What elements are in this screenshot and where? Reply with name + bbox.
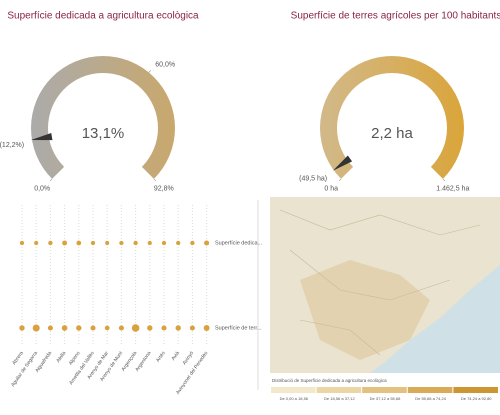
x-tick-label: Alella — [55, 350, 67, 364]
dot — [62, 240, 68, 246]
reference-marker — [31, 132, 53, 141]
dot — [204, 240, 210, 246]
dot — [161, 240, 167, 246]
series-label: Superfície dedica... — [215, 240, 263, 246]
legend-label: De 18,56 a 37,12 — [324, 396, 355, 401]
legend-swatch — [316, 387, 362, 393]
gauge-tick — [442, 178, 446, 182]
gauge-arc — [30, 55, 175, 179]
gauge-tick-label: 0 ha — [324, 186, 338, 193]
x-tick-label: Alpens — [68, 350, 82, 366]
legend-label: De 0,00 a 18,56 — [280, 396, 309, 401]
dot — [32, 324, 40, 332]
dot — [203, 325, 210, 331]
legend-label: De 37,12 a 55,68 — [370, 396, 401, 401]
gauge-tick-label: 0,0% — [34, 186, 50, 193]
legend-swatch — [362, 387, 407, 393]
legend-swatch — [453, 387, 498, 393]
gauge-arc — [320, 55, 464, 179]
dot — [189, 325, 195, 331]
dot — [19, 240, 25, 246]
dot — [176, 240, 181, 246]
legend-swatch — [271, 387, 316, 393]
dot — [175, 325, 181, 331]
x-tick-label: Abrera — [11, 350, 25, 366]
x-tick-label: Avinyó — [182, 350, 196, 366]
dot — [76, 240, 82, 246]
gauge-value: 13,1% — [82, 125, 125, 142]
map-legend-title: Distribució de Superfície dedicada a agr… — [272, 378, 387, 383]
dot — [190, 240, 195, 246]
x-tick-label: Artés — [155, 350, 167, 363]
dot — [90, 240, 96, 246]
gauge-value: 2,2 ha — [371, 125, 413, 142]
dot — [133, 240, 138, 246]
sea — [370, 265, 500, 373]
dot — [118, 325, 124, 331]
dot — [161, 325, 167, 331]
map-panel — [270, 197, 500, 373]
legend-swatch — [407, 387, 453, 393]
gauge-title: Superfície de terres agrícoles per 100 h… — [291, 11, 500, 22]
dot — [48, 240, 53, 246]
map-borders — [279, 209, 481, 356]
dot — [61, 325, 68, 331]
reference-label: (49,5 ha) — [299, 176, 327, 183]
dot — [76, 325, 82, 331]
reference-marker — [332, 155, 353, 171]
legend-label: De 74,24 a 92,80 — [461, 396, 492, 401]
series-label: Superfície de terr... — [215, 325, 262, 331]
gauge-tick — [148, 69, 152, 73]
dot — [105, 240, 110, 246]
gauge-tick — [153, 178, 157, 182]
dot — [19, 325, 25, 331]
x-tick-label: Avià — [170, 350, 181, 362]
dot — [131, 324, 140, 332]
gauge-tick — [338, 178, 342, 182]
dot — [34, 240, 39, 246]
gauge-title: Superfície dedicada a agricultura ecològ… — [7, 11, 199, 22]
reference-label: (12,2%) — [0, 142, 24, 149]
dot — [147, 325, 153, 331]
dot — [90, 325, 96, 331]
region — [300, 260, 430, 360]
gauge-tick — [49, 178, 53, 182]
gauge-tick-label: 92,8% — [154, 186, 174, 193]
dot — [47, 325, 53, 331]
gauge-tick-label: 1.462,5 ha — [436, 186, 469, 193]
legend-label: De 55,68 a 74,24 — [415, 396, 446, 401]
dot — [104, 325, 110, 331]
gauge-tick-label: 60,0% — [155, 62, 175, 69]
dot — [119, 240, 124, 246]
dot — [147, 240, 152, 246]
